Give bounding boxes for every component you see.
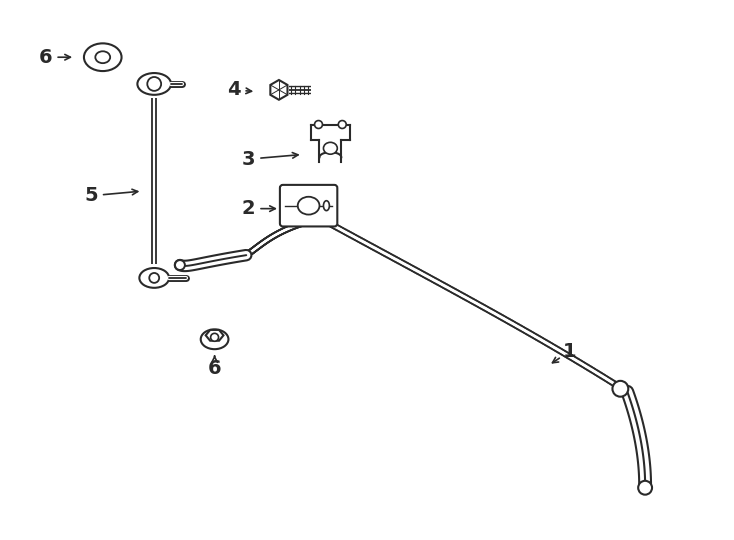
Circle shape <box>211 333 219 341</box>
Text: 6: 6 <box>38 48 52 67</box>
Circle shape <box>315 120 322 129</box>
Polygon shape <box>270 80 288 100</box>
Circle shape <box>149 273 159 283</box>
Ellipse shape <box>324 143 338 154</box>
Circle shape <box>148 77 161 91</box>
Circle shape <box>175 260 185 270</box>
Ellipse shape <box>324 201 330 211</box>
Text: 6: 6 <box>208 360 222 379</box>
Polygon shape <box>206 330 223 341</box>
Text: 3: 3 <box>241 150 255 168</box>
Text: 5: 5 <box>84 186 98 205</box>
Ellipse shape <box>298 197 319 214</box>
FancyBboxPatch shape <box>280 185 338 226</box>
Ellipse shape <box>200 329 228 349</box>
Ellipse shape <box>137 73 171 95</box>
Ellipse shape <box>84 43 122 71</box>
Circle shape <box>338 120 346 129</box>
Ellipse shape <box>95 51 110 63</box>
Circle shape <box>638 481 652 495</box>
Text: 2: 2 <box>241 199 255 218</box>
Ellipse shape <box>139 268 169 288</box>
Circle shape <box>612 381 628 397</box>
Text: 1: 1 <box>563 342 577 361</box>
Text: 4: 4 <box>227 80 240 99</box>
